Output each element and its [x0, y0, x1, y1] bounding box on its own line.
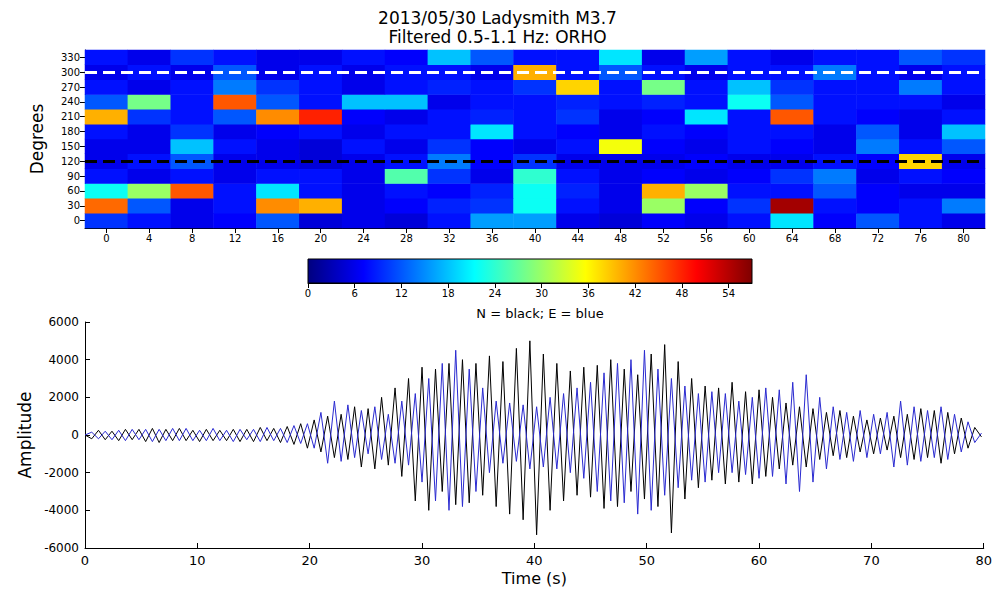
svg-text:50: 50 [638, 553, 655, 568]
svg-text:70: 70 [863, 553, 880, 568]
svg-text:4000: 4000 [48, 353, 79, 367]
svg-text:330: 330 [61, 52, 80, 63]
svg-text:6: 6 [352, 288, 358, 299]
svg-text:270: 270 [61, 82, 80, 93]
svg-text:30: 30 [535, 288, 548, 299]
svg-text:0: 0 [71, 428, 79, 442]
svg-text:300: 300 [61, 67, 80, 78]
svg-text:30: 30 [414, 553, 431, 568]
svg-text:40: 40 [526, 553, 543, 568]
svg-text:180: 180 [61, 126, 80, 137]
svg-text:Degrees: Degrees [27, 103, 47, 174]
svg-text:16: 16 [271, 233, 284, 244]
svg-text:12: 12 [229, 233, 242, 244]
svg-text:2013/05/30 Ladysmith M3.7: 2013/05/30 Ladysmith M3.7 [378, 8, 617, 28]
svg-text:12: 12 [395, 288, 408, 299]
svg-text:10: 10 [189, 553, 206, 568]
svg-text:32: 32 [443, 233, 456, 244]
svg-text:36: 36 [582, 288, 595, 299]
svg-text:72: 72 [871, 233, 884, 244]
svg-text:60: 60 [751, 553, 768, 568]
svg-text:56: 56 [700, 233, 713, 244]
svg-text:N = black; E = blue: N = black; E = blue [476, 306, 603, 321]
svg-text:-4000: -4000 [44, 503, 79, 517]
svg-text:30: 30 [67, 200, 80, 211]
svg-text:54: 54 [722, 288, 735, 299]
svg-text:4: 4 [146, 233, 152, 244]
svg-text:68: 68 [829, 233, 842, 244]
svg-text:210: 210 [61, 111, 80, 122]
svg-text:24: 24 [489, 288, 502, 299]
svg-text:40: 40 [529, 233, 542, 244]
svg-text:64: 64 [786, 233, 799, 244]
svg-text:18: 18 [442, 288, 455, 299]
svg-text:76: 76 [914, 233, 927, 244]
svg-text:52: 52 [657, 233, 670, 244]
svg-text:48: 48 [614, 233, 627, 244]
svg-text:0: 0 [81, 553, 89, 568]
svg-text:42: 42 [629, 288, 642, 299]
svg-text:Time (s): Time (s) [501, 569, 567, 588]
svg-text:24: 24 [357, 233, 370, 244]
svg-text:Filtered 0.5-1.1 Hz: ORHO: Filtered 0.5-1.1 Hz: ORHO [388, 27, 606, 47]
svg-text:20: 20 [301, 553, 318, 568]
svg-text:6000: 6000 [48, 315, 79, 329]
svg-text:20: 20 [314, 233, 327, 244]
svg-text:240: 240 [61, 96, 80, 107]
svg-text:60: 60 [743, 233, 756, 244]
svg-text:90: 90 [67, 171, 80, 182]
svg-text:0: 0 [103, 233, 109, 244]
svg-text:-6000: -6000 [44, 541, 79, 555]
svg-text:28: 28 [400, 233, 413, 244]
svg-text:-2000: -2000 [44, 466, 79, 480]
svg-text:48: 48 [676, 288, 689, 299]
svg-text:2000: 2000 [48, 390, 79, 404]
svg-text:80: 80 [975, 553, 992, 568]
svg-text:8: 8 [189, 233, 195, 244]
svg-text:36: 36 [486, 233, 499, 244]
svg-text:0: 0 [74, 215, 80, 226]
svg-text:80: 80 [957, 233, 970, 244]
svg-text:0: 0 [305, 288, 311, 299]
svg-text:44: 44 [571, 233, 584, 244]
svg-text:60: 60 [67, 185, 80, 196]
svg-text:120: 120 [61, 156, 80, 167]
svg-text:Amplitude: Amplitude [15, 391, 35, 478]
svg-text:150: 150 [61, 141, 80, 152]
